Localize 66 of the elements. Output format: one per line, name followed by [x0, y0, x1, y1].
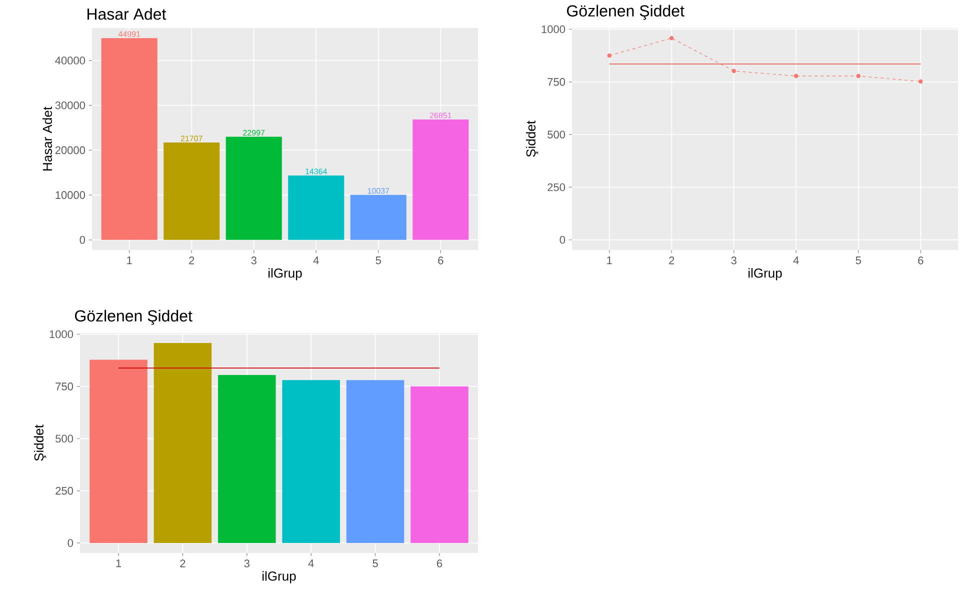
y-axis-title: Şiddet: [526, 120, 538, 157]
y-tick-label: 10000: [56, 191, 86, 199]
y-tick-label: 0: [560, 236, 566, 244]
y-tick-label: 0: [80, 236, 86, 244]
y-tick-label: 1000: [50, 330, 74, 338]
x-tick-label: 4: [793, 256, 799, 264]
y-axis-title: Şiddet: [34, 424, 46, 461]
x-tick-label: 1: [607, 256, 612, 264]
point: [607, 53, 612, 58]
y-tick-label: 500: [548, 130, 566, 138]
data-label: 26851: [430, 112, 452, 118]
chart-title: Gözlenen Şiddet: [567, 4, 684, 20]
x-tick-label: 2: [669, 256, 674, 264]
x-tick-label: 4: [308, 560, 314, 568]
x-tick-label: 6: [436, 560, 442, 568]
point: [918, 79, 923, 84]
chart-title: Hasar Adet: [88, 8, 166, 20]
y-tick-label: 1000: [542, 25, 566, 34]
y-tick-label: 20000: [55, 146, 86, 154]
data-label: 10037: [368, 188, 390, 194]
x-tick-label: 3: [244, 560, 250, 568]
x-tick-label: 2: [189, 256, 194, 264]
point: [856, 74, 860, 78]
x-tick-label: 1: [116, 560, 122, 568]
bar: [90, 360, 148, 543]
x-tick-label: 1: [127, 256, 132, 264]
x-tick-label: 3: [251, 256, 256, 264]
y-tick-label: 750: [56, 382, 74, 390]
y-tick-label: 0: [68, 539, 74, 547]
bar: [282, 380, 340, 543]
y-tick-label: 250: [548, 183, 566, 192]
point: [794, 74, 798, 78]
point: [670, 36, 674, 40]
data-label: 22997: [243, 130, 265, 136]
x-tick-label: 3: [731, 256, 736, 264]
x-tick-label: 6: [438, 256, 444, 264]
x-tick-label: 6: [918, 256, 924, 264]
x-tick-label: 5: [856, 256, 861, 264]
bar: [218, 374, 276, 543]
x-tick-label: 2: [180, 560, 186, 568]
x-axis-title: ilGrup: [262, 571, 296, 584]
x-axis-title: ilGrup: [748, 268, 782, 280]
y-tick-label: 250: [56, 486, 74, 495]
bar: [412, 119, 469, 240]
x-tick-label: 5: [372, 560, 378, 568]
point: [732, 68, 736, 74]
chart-title: Gözlenen Şiddet: [75, 310, 192, 325]
x-tick-label: 5: [376, 256, 381, 264]
data-label: 21707: [180, 136, 202, 142]
x-tick-label: 4: [313, 256, 319, 264]
y-tick-label: 40000: [55, 56, 86, 64]
y-axis-title: Hasar Adet: [42, 106, 52, 170]
bar: [101, 38, 158, 240]
bar: [346, 380, 404, 543]
data-label: 14364: [306, 168, 328, 174]
bar: [164, 142, 220, 240]
data-label: 44991: [118, 31, 140, 37]
x-axis-title: ilGrup: [268, 268, 302, 280]
y-tick-label: 750: [548, 78, 566, 86]
bar: [226, 136, 282, 240]
bar: [288, 175, 344, 240]
bar: [350, 194, 406, 240]
y-tick-label: 500: [56, 434, 74, 443]
y-tick-label: 30000: [55, 101, 86, 110]
bar: [410, 386, 468, 543]
bar: [154, 343, 212, 543]
